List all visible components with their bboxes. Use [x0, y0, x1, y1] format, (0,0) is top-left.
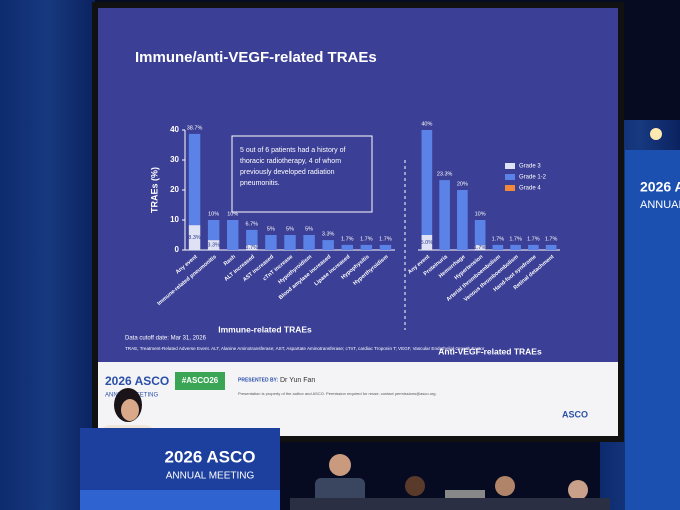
podium-sub: ANNUAL MEETING: [166, 471, 255, 482]
hashtag: #ASCO26: [182, 376, 219, 385]
bar-segment: [188, 225, 201, 250]
bar-segment: [545, 244, 557, 250]
asco-logo: ASCO: [562, 409, 588, 419]
bar-segment: [207, 240, 220, 250]
total-label: 38.7%: [187, 125, 203, 131]
bar-segment: [246, 244, 258, 250]
total-label: 23.3%: [437, 172, 453, 178]
footer-brand: 2026 ASCO: [105, 374, 169, 388]
total-label: 3.3%: [322, 232, 335, 238]
total-label: 10%: [227, 211, 238, 217]
bar-segment: [265, 235, 277, 250]
bar-segment: [421, 235, 433, 250]
total-label: 1.7%: [545, 236, 558, 242]
total-label: 5%: [286, 226, 294, 232]
hashtag-box: [175, 372, 225, 390]
podium-base: [80, 490, 280, 510]
bar-segment: [341, 244, 353, 250]
total-label: 1.7%: [360, 236, 373, 242]
footnote: TRAE, Treatment-Related Adverse Event. A…: [125, 346, 485, 351]
total-label: 10%: [475, 211, 486, 217]
callout-box: [231, 135, 373, 213]
side-screen: [625, 150, 680, 510]
callout-line: 5 out of 6 patients had a history of: [240, 147, 346, 154]
bar-segment: [207, 220, 220, 241]
bar-segment: [492, 244, 504, 250]
legend-swatch: [505, 174, 515, 180]
bar-segment: [227, 220, 239, 250]
bar-segment: [474, 220, 486, 245]
callout-line: previously developed radiation: [240, 169, 335, 176]
y-tick-label: 30: [170, 155, 179, 164]
total-label: 10%: [208, 211, 219, 217]
total-label: 1.7%: [527, 236, 540, 242]
cutoff: Data cutoff date: Mar 31, 2026: [125, 336, 207, 342]
bar-segment: [284, 235, 296, 250]
total-label: 5%: [267, 226, 275, 232]
total-label: 6.7%: [246, 221, 259, 227]
legend-swatch: [505, 185, 515, 191]
total-label: 1.7%: [509, 236, 522, 242]
presented-by: PRESENTED BY:: [238, 377, 279, 383]
legend-label: Grade 3: [519, 164, 541, 170]
bar-segment: [421, 130, 433, 235]
y-tick-label: 20: [170, 185, 179, 194]
disclaimer: Presentation is property of the author a…: [238, 391, 437, 396]
segment-label: 8.3%: [188, 235, 201, 241]
side-sub: ANNUAL: [640, 199, 680, 211]
total-label: 1.7%: [341, 236, 354, 242]
callout-line: pneumonitis.: [240, 180, 280, 187]
side-brand: 2026 ASCO: [640, 179, 680, 195]
legend-label: Grade 1-2: [519, 175, 547, 181]
total-label: 1.7%: [492, 236, 505, 242]
slide-title: Immune/anti-VEGF-related TRAEs: [135, 49, 377, 66]
segment-label: 5.0%: [421, 240, 434, 246]
y-tick-label: 0: [175, 245, 180, 254]
curtain: [0, 0, 95, 510]
segment-label: 1.7%: [474, 245, 487, 251]
bar-segment: [457, 190, 468, 250]
panel: [290, 454, 610, 510]
y-tick-label: 40: [170, 125, 179, 134]
y-axis-label: TRAEs (%): [149, 167, 159, 213]
bar-segment: [322, 240, 334, 250]
y-tick-label: 10: [170, 215, 179, 224]
bar-segment: [246, 229, 258, 245]
legend-label: Grade 4: [519, 186, 541, 192]
total-label: 1.7%: [379, 236, 392, 242]
callout-line: thoracic radiotherapy, 4 of whom: [240, 158, 341, 165]
legend-swatch: [505, 163, 515, 169]
bar-segment: [510, 244, 521, 250]
bar-segment: [528, 244, 539, 250]
bar-segment: [303, 235, 315, 250]
bar-segment: [474, 244, 486, 250]
total-label: 5%: [305, 226, 313, 232]
segment-label: 1.7%: [246, 245, 259, 251]
presenter: Dr Yun Fan: [280, 377, 315, 384]
bar-segment: [439, 180, 450, 250]
group-title: Immune-related TRAEs: [218, 324, 312, 334]
bar-segment: [188, 133, 201, 226]
segment-label: 3.3%: [207, 243, 220, 249]
group-title: Anti-VEGF-related TRAEs: [438, 346, 542, 356]
podium-brand: 2026 ASCO: [164, 447, 255, 466]
bar-segment: [360, 244, 373, 250]
total-label: 40%: [421, 121, 432, 127]
total-label: 20%: [457, 181, 468, 187]
bar-segment: [379, 244, 392, 250]
